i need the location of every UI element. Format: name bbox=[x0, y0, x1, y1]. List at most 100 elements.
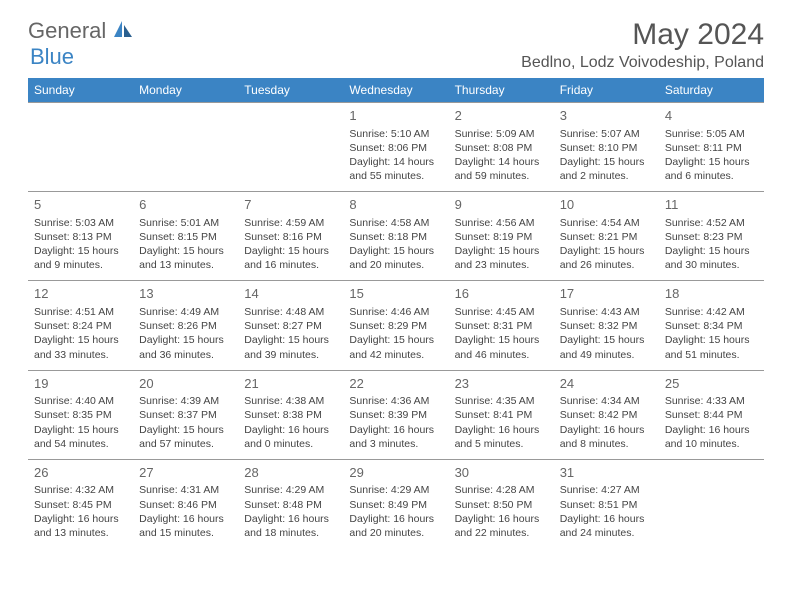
sunrise-line: Sunrise: 4:28 AM bbox=[455, 483, 548, 497]
calendar-row: 1Sunrise: 5:10 AMSunset: 8:06 PMDaylight… bbox=[28, 103, 764, 192]
day-number: 18 bbox=[665, 285, 758, 303]
sunset-line: Sunset: 8:38 PM bbox=[244, 408, 337, 422]
daylight-line: Daylight: 15 hours and 39 minutes. bbox=[244, 333, 337, 361]
calendar-cell: 20Sunrise: 4:39 AMSunset: 8:37 PMDayligh… bbox=[133, 370, 238, 459]
weekday-header: Friday bbox=[554, 78, 659, 103]
day-number: 13 bbox=[139, 285, 232, 303]
sunrise-line: Sunrise: 5:03 AM bbox=[34, 216, 127, 230]
sunset-line: Sunset: 8:32 PM bbox=[560, 319, 653, 333]
sunset-line: Sunset: 8:50 PM bbox=[455, 498, 548, 512]
daylight-line: Daylight: 14 hours and 59 minutes. bbox=[455, 155, 548, 183]
sunrise-line: Sunrise: 4:39 AM bbox=[139, 394, 232, 408]
day-number: 30 bbox=[455, 464, 548, 482]
calendar-cell: 16 Sunrise: 4:45 AMSunset: 8:31 PMDayligh… bbox=[449, 281, 554, 370]
sunset-line: Sunset: 8:13 PM bbox=[34, 230, 127, 244]
sunrise-line: Sunrise: 4:42 AM bbox=[665, 305, 758, 319]
sunset-line: Sunset: 8:15 PM bbox=[139, 230, 232, 244]
month-title: May 2024 bbox=[521, 18, 764, 52]
sunset-line: Sunset: 8:27 PM bbox=[244, 319, 337, 333]
day-number: 6 bbox=[139, 196, 232, 214]
sunset-line: Sunset: 8:06 PM bbox=[349, 141, 442, 155]
sunrise-line: Sunrise: 4:58 AM bbox=[349, 216, 442, 230]
calendar-cell: 1Sunrise: 5:10 AMSunset: 8:06 PMDaylight… bbox=[343, 103, 448, 192]
sunrise-line: Sunrise: 4:56 AM bbox=[455, 216, 548, 230]
daylight-line: Daylight: 15 hours and 20 minutes. bbox=[349, 244, 442, 272]
calendar-body: 1Sunrise: 5:10 AMSunset: 8:06 PMDaylight… bbox=[28, 103, 764, 549]
sunrise-line: Sunrise: 4:59 AM bbox=[244, 216, 337, 230]
logo-text-1: General bbox=[28, 18, 106, 44]
day-number: 26 bbox=[34, 464, 127, 482]
day-number: 2 bbox=[455, 107, 548, 125]
day-number: 9 bbox=[455, 196, 548, 214]
calendar-cell: 8Sunrise: 4:58 AMSunset: 8:18 PMDaylight… bbox=[343, 192, 448, 281]
daylight-line: Daylight: 14 hours and 55 minutes. bbox=[349, 155, 442, 183]
weekday-header-row: Sunday Monday Tuesday Wednesday Thursday… bbox=[28, 78, 764, 103]
calendar-cell: 19Sunrise: 4:40 AMSunset: 8:35 PMDayligh… bbox=[28, 370, 133, 459]
calendar-cell bbox=[659, 459, 764, 548]
calendar-cell: 17Sunrise: 4:43 AMSunset: 8:32 PMDayligh… bbox=[554, 281, 659, 370]
sails-icon bbox=[112, 19, 134, 44]
sunset-line: Sunset: 8:41 PM bbox=[455, 408, 548, 422]
calendar-cell: 25Sunrise: 4:33 AMSunset: 8:44 PMDayligh… bbox=[659, 370, 764, 459]
calendar-row: 12Sunrise: 4:51 AMSunset: 8:24 PMDayligh… bbox=[28, 281, 764, 370]
day-number: 3 bbox=[560, 107, 653, 125]
sunrise-line: Sunrise: 5:07 AM bbox=[560, 127, 653, 141]
day-number: 4 bbox=[665, 107, 758, 125]
daylight-line: Daylight: 15 hours and 33 minutes. bbox=[34, 333, 127, 361]
calendar-cell: 11Sunrise: 4:52 AMSunset: 8:23 PMDayligh… bbox=[659, 192, 764, 281]
calendar-cell: 22Sunrise: 4:36 AMSunset: 8:39 PMDayligh… bbox=[343, 370, 448, 459]
weekday-header: Monday bbox=[133, 78, 238, 103]
title-block: May 2024 Bedlno, Lodz Voivodeship, Polan… bbox=[521, 18, 764, 72]
sunset-line: Sunset: 8:08 PM bbox=[455, 141, 548, 155]
sunset-line: Sunset: 8:34 PM bbox=[665, 319, 758, 333]
calendar-cell: 21Sunrise: 4:38 AMSunset: 8:38 PMDayligh… bbox=[238, 370, 343, 459]
sunrise-line: Sunrise: 4:40 AM bbox=[34, 394, 127, 408]
daylight-line: Daylight: 16 hours and 10 minutes. bbox=[665, 423, 758, 451]
day-number: 24 bbox=[560, 375, 653, 393]
calendar-cell: 15Sunrise: 4:46 AMSunset: 8:29 PMDayligh… bbox=[343, 281, 448, 370]
daylight-line: Daylight: 15 hours and 23 minutes. bbox=[455, 244, 548, 272]
calendar-cell: 10Sunrise: 4:54 AMSunset: 8:21 PMDayligh… bbox=[554, 192, 659, 281]
sunrise-line: Sunrise: 4:27 AM bbox=[560, 483, 653, 497]
sunrise-line: Sunrise: 4:34 AM bbox=[560, 394, 653, 408]
calendar-cell: 27Sunrise: 4:31 AMSunset: 8:46 PMDayligh… bbox=[133, 459, 238, 548]
calendar-row: 5Sunrise: 5:03 AMSunset: 8:13 PMDaylight… bbox=[28, 192, 764, 281]
daylight-line: Daylight: 16 hours and 15 minutes. bbox=[139, 512, 232, 540]
daylight-line: Daylight: 16 hours and 0 minutes. bbox=[244, 423, 337, 451]
daylight-line: Daylight: 15 hours and 54 minutes. bbox=[34, 423, 127, 451]
sunset-line: Sunset: 8:26 PM bbox=[139, 319, 232, 333]
daylight-line: Daylight: 15 hours and 42 minutes. bbox=[349, 333, 442, 361]
sunset-line: Sunset: 8:45 PM bbox=[34, 498, 127, 512]
logo-text-2: Blue bbox=[30, 44, 74, 69]
daylight-line: Daylight: 15 hours and 46 minutes. bbox=[455, 333, 548, 361]
calendar-cell: 12 Sunrise: 4:51 AMSunset: 8:24 PMDayligh… bbox=[28, 281, 133, 370]
sunset-line: Sunset: 8:21 PM bbox=[560, 230, 653, 244]
day-number: 17 bbox=[560, 285, 653, 303]
day-number: 15 bbox=[349, 285, 442, 303]
sunrise-line: Sunrise: 4:33 AM bbox=[665, 394, 758, 408]
daylight-line: Daylight: 15 hours and 16 minutes. bbox=[244, 244, 337, 272]
weekday-header: Saturday bbox=[659, 78, 764, 103]
sunrise-line: Sunrise: 4:54 AM bbox=[560, 216, 653, 230]
sunrise-line: Sunrise: 4:29 AM bbox=[244, 483, 337, 497]
day-number: 12 bbox=[34, 285, 127, 303]
sunrise-line: Sunrise: 5:05 AM bbox=[665, 127, 758, 141]
sunrise-line: Sunrise: 4:45 AM bbox=[455, 305, 548, 319]
daylight-line: Daylight: 16 hours and 5 minutes. bbox=[455, 423, 548, 451]
weekday-header: Wednesday bbox=[343, 78, 448, 103]
sunrise-line: Sunrise: 4:36 AM bbox=[349, 394, 442, 408]
day-number: 20 bbox=[139, 375, 232, 393]
calendar-cell: 4Sunrise: 5:05 AMSunset: 8:11 PMDaylight… bbox=[659, 103, 764, 192]
day-number: 11 bbox=[665, 196, 758, 214]
logo: General bbox=[28, 18, 138, 44]
daylight-line: Daylight: 15 hours and 9 minutes. bbox=[34, 244, 127, 272]
day-number: 16 bbox=[455, 285, 548, 303]
calendar-cell: 7Sunrise: 4:59 AMSunset: 8:16 PMDaylight… bbox=[238, 192, 343, 281]
sunrise-line: Sunrise: 4:32 AM bbox=[34, 483, 127, 497]
sunset-line: Sunset: 8:24 PM bbox=[34, 319, 127, 333]
calendar-cell bbox=[28, 103, 133, 192]
sunrise-line: Sunrise: 4:51 AM bbox=[34, 305, 127, 319]
sunset-line: Sunset: 8:31 PM bbox=[455, 319, 548, 333]
daylight-line: Daylight: 15 hours and 2 minutes. bbox=[560, 155, 653, 183]
calendar-cell: 3Sunrise: 5:07 AMSunset: 8:10 PMDaylight… bbox=[554, 103, 659, 192]
